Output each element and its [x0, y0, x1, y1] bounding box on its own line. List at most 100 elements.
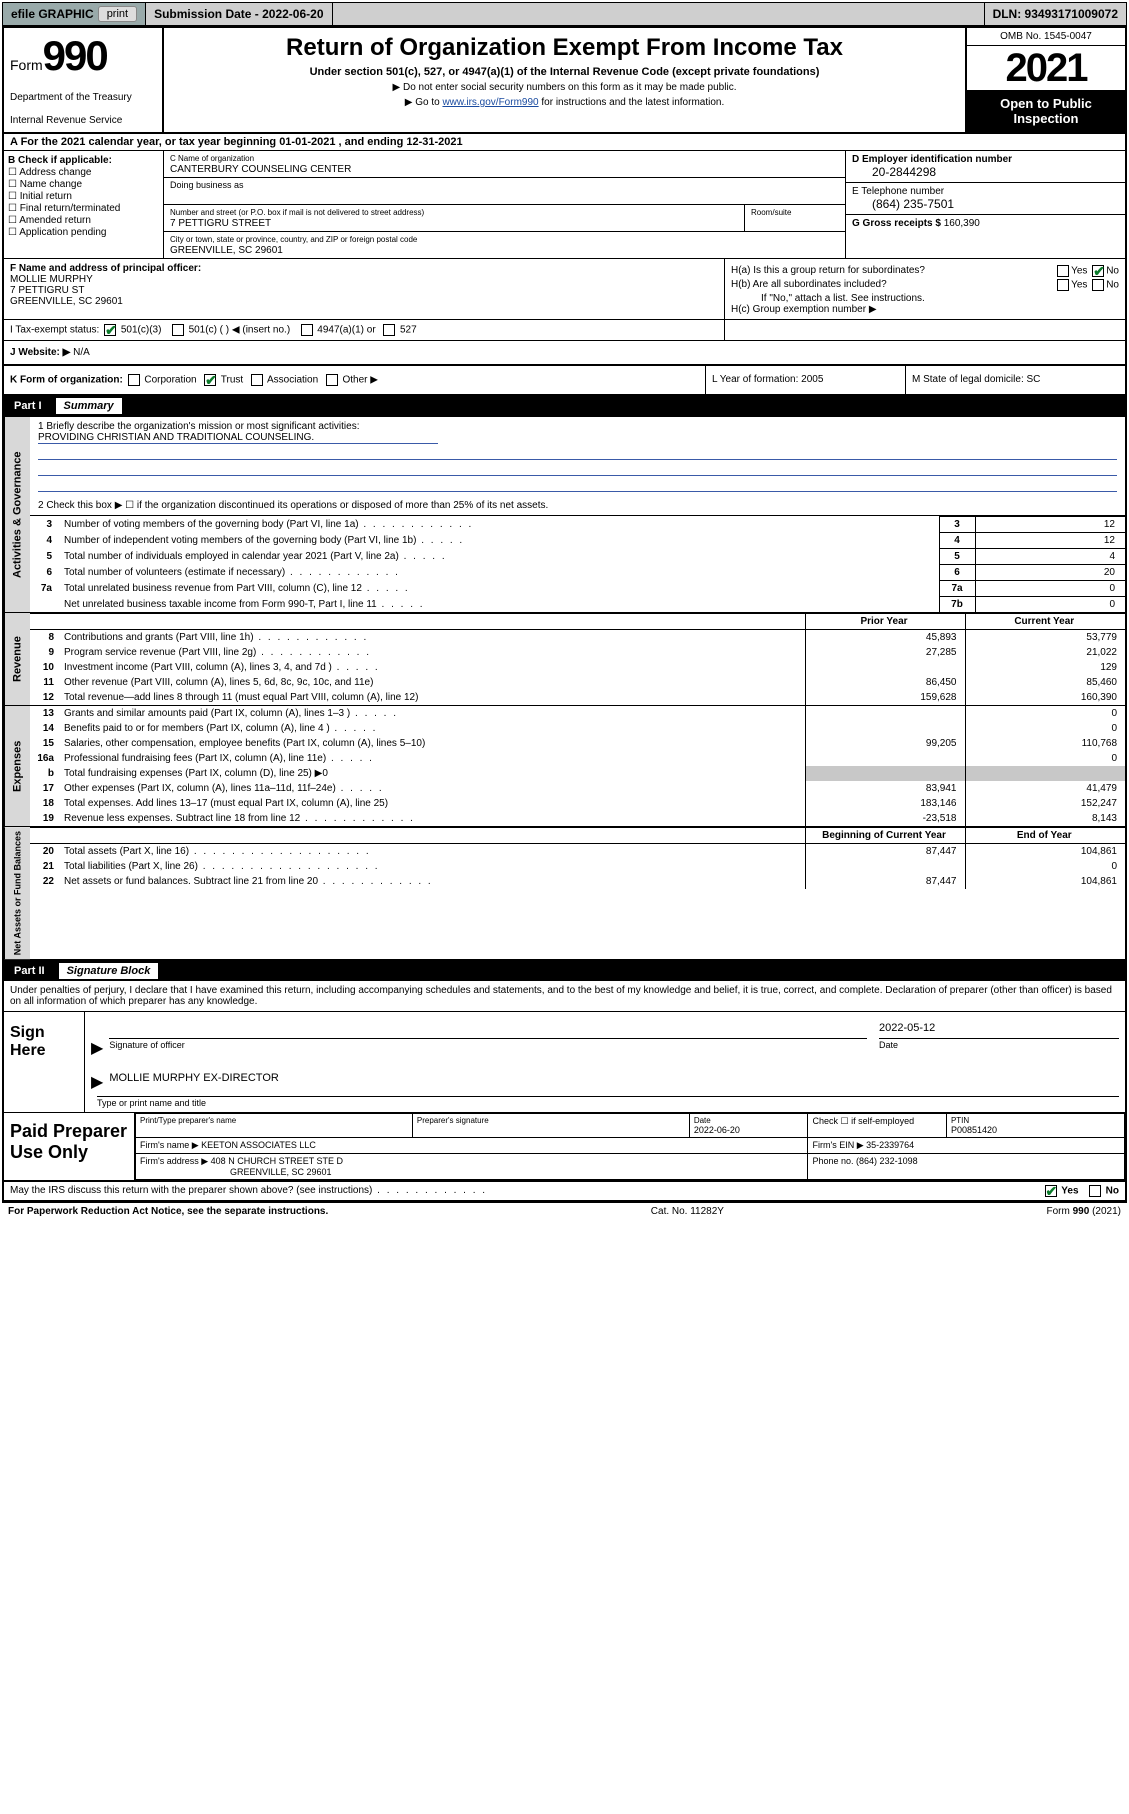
topbar-spacer — [333, 3, 985, 25]
prep-row1: Print/Type preparer's name Preparer's si… — [136, 1114, 1125, 1138]
row-k: K Form of organization: Corporation Trus… — [4, 366, 705, 394]
chk-501c[interactable] — [172, 324, 184, 336]
officer-sig-field: Signature of officer — [109, 1038, 867, 1058]
irs-link[interactable]: www.irs.gov/Form990 — [442, 97, 538, 108]
prep-date-label: Date — [694, 1116, 804, 1125]
box-b-label: B Check if applicable: — [8, 155, 112, 166]
part2-num: Part II — [10, 963, 55, 979]
part2-title: Signature Block — [59, 963, 159, 979]
row-m: M State of legal domicile: SC — [905, 366, 1125, 394]
org-name: CANTERBURY COUNSELING CENTER — [170, 164, 351, 175]
firm-ein-label: Firm's EIN ▶ — [812, 1140, 863, 1150]
q2-discontinued: 2 Check this box ▶ ☐ if the organization… — [38, 500, 1117, 511]
sign-here-label: Sign Here — [4, 1012, 84, 1112]
gov-row-4: 4Number of independent voting members of… — [30, 533, 1125, 549]
print-button[interactable]: print — [98, 6, 137, 22]
addr-cell: Number and street (or P.O. box if mail i… — [164, 205, 745, 231]
grayed-cell — [805, 766, 965, 781]
officer-sig-row: ▶ Signature of officer Date — [85, 1036, 1125, 1060]
gov-row-7a: 7aTotal unrelated business revenue from … — [30, 581, 1125, 597]
officer-name-above: ▶ MOLLIE MURPHY EX-DIRECTOR — [85, 1070, 1125, 1094]
open-to-public: Open to Public Inspection — [967, 90, 1125, 132]
net-22: 22Net assets or fund balances. Subtract … — [30, 874, 1125, 889]
org-name-cell: C Name of organization CANTERBURY COUNSE… — [164, 151, 845, 178]
box-e: E Telephone number (864) 235-7501 — [846, 183, 1125, 215]
sig-date-value: 2022-05-12 — [879, 1022, 1119, 1034]
exp-14: 14Benefits paid to or for members (Part … — [30, 721, 1125, 736]
ha-yes[interactable] — [1057, 265, 1069, 277]
discuss-row: May the IRS discuss this return with the… — [4, 1182, 1125, 1201]
mission-desc: PROVIDING CHRISTIAN AND TRADITIONAL COUN… — [38, 432, 438, 444]
goto-post: for instructions and the latest informat… — [539, 97, 725, 108]
hb-yes[interactable] — [1057, 279, 1069, 291]
city-label: City or town, state or province, country… — [170, 235, 417, 244]
room-cell: Room/suite — [745, 205, 845, 231]
efile-text: efile GRAPHIC — [11, 7, 94, 21]
phone-value: (864) 235-7501 — [852, 197, 1119, 211]
revenue-table: Prior YearCurrent Year 8Contributions an… — [30, 613, 1125, 705]
netassets-content: Beginning of Current YearEnd of Year 20T… — [30, 827, 1125, 959]
prep-row2: Firm's name ▶ KEETON ASSOCIATES LLC Firm… — [136, 1138, 1125, 1154]
chk-other[interactable] — [326, 374, 338, 386]
chk-4947[interactable] — [301, 324, 313, 336]
discuss-no[interactable] — [1089, 1185, 1101, 1197]
paid-preparer-label: Paid Preparer Use Only — [4, 1113, 134, 1180]
vtab-governance: Activities & Governance — [4, 417, 30, 612]
chk-527[interactable] — [383, 324, 395, 336]
chk-address-change[interactable]: ☐ Address change — [8, 167, 159, 178]
hb-label: H(b) Are all subordinates included? — [731, 279, 887, 291]
part1-num: Part I — [10, 398, 52, 414]
mission-line2 — [38, 462, 1117, 476]
efile-graphic-label: efile GRAPHIC print — [3, 3, 146, 25]
officer-label: F Name and address of principal officer: — [10, 263, 201, 274]
officer-name-label: Type or print name and title — [97, 1096, 1119, 1108]
chk-assoc[interactable] — [251, 374, 263, 386]
prep-date: 2022-06-20 — [694, 1125, 740, 1135]
vtab-expenses: Expenses — [4, 706, 30, 826]
chk-corp[interactable] — [128, 374, 140, 386]
chk-application-pending[interactable]: ☐ Application pending — [8, 227, 159, 238]
exp-16b: bTotal fundraising expenses (Part IX, co… — [30, 766, 1125, 781]
header-right: OMB No. 1545-0047 2021 Open to Public In… — [965, 28, 1125, 132]
net-head-row: Beginning of Current YearEnd of Year — [30, 828, 1125, 844]
gov-section: Activities & Governance 1 Briefly descri… — [4, 416, 1125, 612]
row-a-period: A For the 2021 calendar year, or tax yea… — [4, 134, 1125, 151]
discuss-yes[interactable] — [1045, 1185, 1057, 1197]
firm-phone-label: Phone no. — [812, 1156, 853, 1166]
officer-name-row: Type or print name and title — [85, 1094, 1125, 1110]
firm-addr-label: Firm's address ▶ — [140, 1156, 208, 1166]
hb-no[interactable] — [1092, 279, 1104, 291]
chk-amended[interactable]: ☐ Amended return — [8, 215, 159, 226]
form-title: Return of Organization Exempt From Incom… — [174, 34, 955, 62]
row-a-text: A For the 2021 calendar year, or tax yea… — [10, 136, 463, 148]
submission-date: Submission Date - 2022-06-20 — [146, 3, 332, 25]
sign-here-block: Sign Here 2022-05-12 ▶ Signature of offi… — [4, 1012, 1125, 1113]
firm-phone: (864) 232-1098 — [856, 1156, 918, 1166]
part2-header: Part II Signature Block — [4, 961, 1125, 981]
ha-no[interactable] — [1092, 265, 1104, 277]
box-f: F Name and address of principal officer:… — [4, 259, 725, 319]
box-b: B Check if applicable: ☐ Address change … — [4, 151, 164, 258]
chk-trust[interactable] — [204, 374, 216, 386]
chk-name-change[interactable]: ☐ Name change — [8, 179, 159, 190]
row-klm: K Form of organization: Corporation Trus… — [4, 366, 1125, 396]
city-cell: City or town, state or province, country… — [164, 232, 845, 258]
ha-label: H(a) Is this a group return for subordin… — [731, 265, 925, 277]
gov-row-3: 3Number of voting members of the governi… — [30, 517, 1125, 533]
ein-label: D Employer identification number — [852, 154, 1012, 165]
prep-content: Print/Type preparer's name Preparer's si… — [134, 1113, 1125, 1180]
chk-final-return[interactable]: ☐ Final return/terminated — [8, 203, 159, 214]
mission-line1 — [38, 446, 1117, 460]
gov-row-6: 6Total number of volunteers (estimate if… — [30, 565, 1125, 581]
chk-initial-return[interactable]: ☐ Initial return — [8, 191, 159, 202]
phone-label: E Telephone number — [852, 186, 944, 197]
form-body: Form990 Department of the Treasury Inter… — [2, 26, 1127, 1203]
firm-addr: 408 N CHURCH STREET STE D — [211, 1156, 343, 1166]
gross-label: G Gross receipts $ — [852, 218, 941, 229]
rev-11: 11Other revenue (Part VIII, column (A), … — [30, 675, 1125, 690]
box-deg: D Employer identification number 20-2844… — [845, 151, 1125, 258]
addr-label: Number and street (or P.O. box if mail i… — [170, 208, 424, 217]
gov-table: 3Number of voting members of the governi… — [30, 516, 1125, 612]
chk-501c3[interactable] — [104, 324, 116, 336]
expenses-table: 13Grants and similar amounts paid (Part … — [30, 706, 1125, 826]
